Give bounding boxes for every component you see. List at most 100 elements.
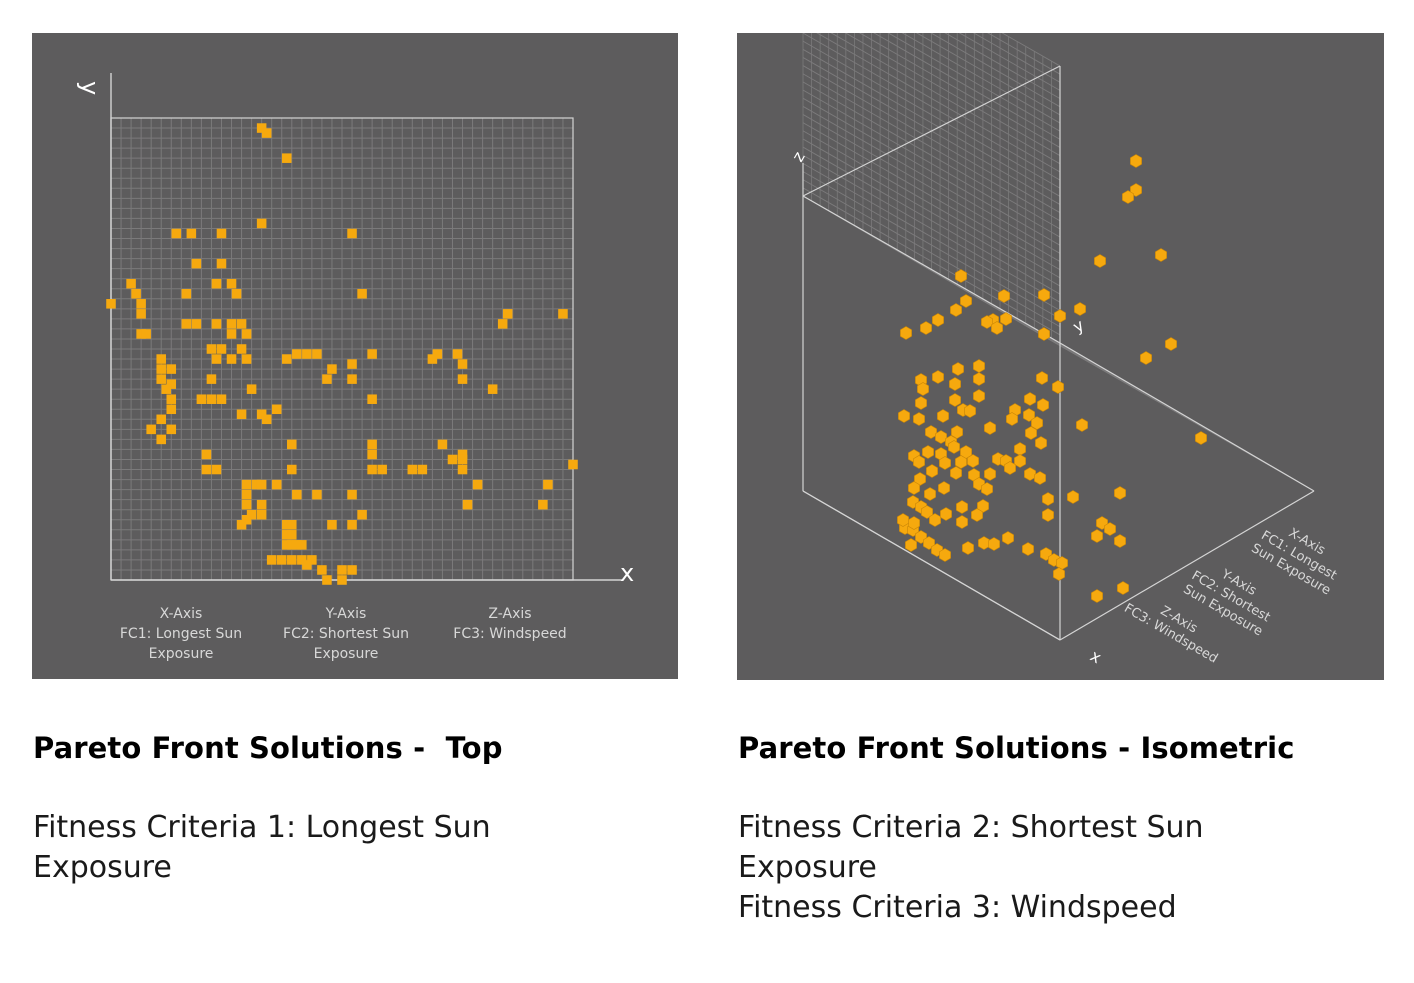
data-point: [241, 489, 252, 500]
data-point: [543, 479, 553, 490]
data-point: [271, 404, 282, 415]
data-point: [447, 454, 458, 465]
data-point: [967, 454, 979, 468]
data-point: [161, 384, 172, 394]
data-point: [126, 278, 136, 289]
top-grid: [110, 117, 574, 581]
data-point: [1025, 426, 1037, 440]
top-y-axis-letter: y: [76, 81, 104, 95]
data-point: [432, 349, 443, 359]
data-point: [1006, 412, 1018, 426]
data-point: [950, 303, 962, 317]
data-point: [462, 499, 473, 510]
isometric-heading: Pareto Front Solutions - Isometric: [738, 731, 1295, 765]
data-point: [1024, 467, 1036, 481]
right-wall-grid-line: [958, 33, 1061, 91]
data-point: [973, 372, 985, 386]
data-point: [236, 319, 247, 329]
data-point: [472, 479, 483, 490]
data-point: [166, 364, 177, 374]
data-point: [1130, 154, 1142, 168]
data-point: [281, 354, 292, 364]
data-point: [211, 319, 222, 329]
data-point: [1035, 436, 1047, 450]
data-point: [367, 349, 377, 359]
data-point: [281, 530, 292, 540]
right-wall-grid-line: [802, 122, 1061, 271]
right-wall-grid-line: [802, 33, 1061, 181]
iso-floor-edge: [802, 490, 1061, 641]
isometric-description-line1: Fitness Criteria 2: Shortest Sun: [738, 810, 1204, 845]
data-point: [181, 319, 192, 329]
right-wall-grid-line: [802, 73, 1061, 222]
isometric-scatter-chart: z y x X-Axis FC1: Longest Sun Exposure Y…: [788, 33, 1339, 667]
right-wall-grid-line: [916, 33, 1061, 116]
data-point: [955, 269, 967, 283]
data-point: [191, 319, 202, 329]
data-point: [1067, 490, 1079, 504]
data-point: [367, 394, 377, 404]
data-point: [940, 507, 952, 521]
data-point: [951, 425, 963, 439]
right-wall-grid-line: [1001, 33, 1061, 67]
data-point: [131, 288, 141, 299]
data-point: [317, 565, 327, 575]
data-point: [357, 288, 367, 299]
top-view-description-line2: Exposure: [33, 850, 172, 885]
data-point: [201, 449, 212, 460]
iso-axis-legend: X-Axis FC1: Longest Sun Exposure Y-Axis …: [1121, 526, 1339, 667]
data-point: [956, 515, 968, 529]
data-point: [367, 439, 377, 450]
top-legend-z-line1: FC3: Windspeed: [453, 626, 566, 642]
iso-grid: [802, 33, 1315, 492]
top-legend-z-title: Z-Axis: [488, 606, 531, 622]
isometric-caption: Pareto Front Solutions - Isometric Fitne…: [738, 730, 1378, 928]
data-point: [256, 499, 267, 510]
data-point: [287, 439, 297, 450]
data-point: [241, 499, 252, 510]
data-point: [1091, 589, 1103, 603]
data-point: [977, 499, 989, 513]
data-point: [960, 294, 972, 308]
data-point: [1004, 461, 1016, 475]
isometric-description-line2: Exposure: [738, 850, 877, 885]
data-point: [261, 414, 272, 425]
iso-points: [897, 154, 1207, 603]
data-point: [1114, 486, 1126, 500]
data-point: [920, 321, 932, 335]
data-point: [978, 536, 990, 550]
right-wall-grid-line: [802, 146, 1061, 295]
right-wall-grid-line: [802, 65, 1061, 213]
data-point: [206, 344, 217, 354]
top-legend-y-title: Y-Axis: [325, 606, 367, 622]
data-point: [136, 299, 146, 309]
right-wall-grid-line: [844, 33, 1061, 156]
data-point: [236, 344, 247, 354]
data-point: [281, 519, 292, 530]
data-point: [231, 288, 242, 299]
data-point: [900, 326, 912, 340]
data-point: [939, 456, 951, 470]
data-point: [457, 454, 468, 465]
data-point: [287, 530, 297, 540]
top-x-axis-letter: x: [620, 559, 634, 587]
right-wall-grid-line: [887, 33, 1061, 132]
data-point: [538, 499, 548, 510]
data-point: [1117, 581, 1129, 595]
data-point: [1042, 492, 1054, 506]
data-point: [926, 464, 938, 478]
right-wall-grid-line: [802, 179, 1061, 328]
data-point: [457, 464, 468, 475]
data-point: [307, 555, 317, 565]
data-point: [962, 541, 974, 555]
data-point: [312, 349, 322, 359]
data-point: [302, 349, 312, 359]
data-point: [327, 519, 337, 530]
right-wall-grid-line: [802, 97, 1061, 246]
data-point: [312, 489, 322, 500]
data-point: [251, 479, 262, 490]
right-wall-grid-line: [802, 49, 1061, 197]
data-point: [226, 319, 237, 329]
data-point: [246, 509, 257, 520]
top-legend-x-line2: Exposure: [149, 646, 214, 662]
